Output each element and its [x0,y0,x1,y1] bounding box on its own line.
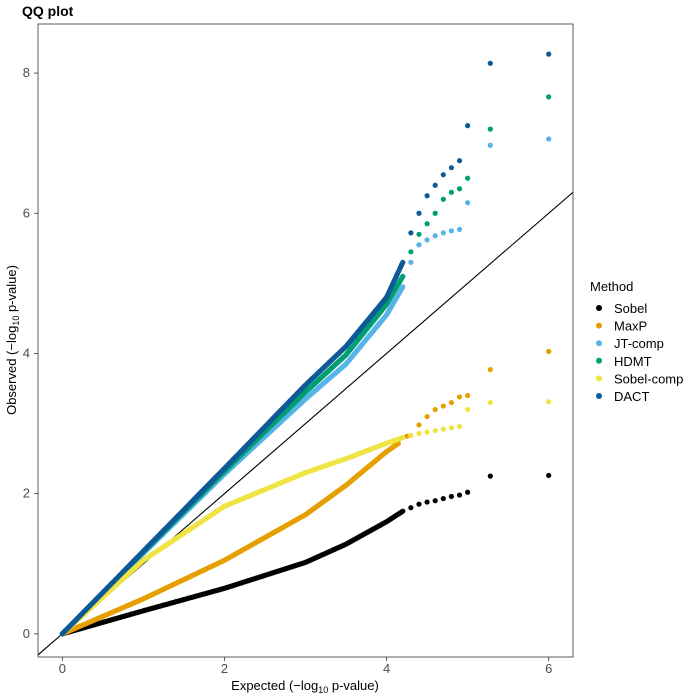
data-point [440,403,446,409]
data-point [448,189,455,195]
legend-swatch [596,305,602,311]
data-point [465,200,471,206]
series-dact [59,51,552,637]
data-point [408,230,414,236]
data-point [546,51,552,57]
legend-label: Sobel [614,301,647,316]
data-point [456,186,463,192]
data-point [424,237,430,243]
data-point [487,126,493,132]
data-point [448,493,455,500]
data-point [416,430,422,436]
data-point [424,429,430,435]
data-point [456,423,463,429]
plot-panel [37,23,574,658]
data-point [432,210,438,216]
data-point [487,60,493,66]
legend-swatch [596,322,602,329]
data-point [440,172,446,178]
legend-swatch [596,393,602,399]
data-point [432,182,438,188]
data-point [546,136,552,142]
x-tick-label: 0 [59,661,66,676]
data-point [487,142,493,148]
data-point [546,399,552,405]
data-point [546,472,552,479]
data-point [424,221,430,227]
axes: 0 2 4 6 0 2 4 6 8 [23,65,553,676]
data-point [546,348,552,354]
x-axis-title: Expected (−log10 p-value) [231,678,379,695]
data-point [404,433,410,439]
data-point [448,399,455,406]
data-point [465,123,471,129]
data-point [416,210,422,216]
y-tick-label: 4 [23,345,30,360]
y-tick-label: 2 [23,486,30,501]
legend-swatch [596,357,602,364]
data-point [432,498,438,504]
data-point [456,226,463,232]
data-point [432,233,438,239]
data-point [465,406,471,413]
legend-label: HDMT [614,354,652,369]
data-point [440,426,446,432]
data-point [416,231,422,237]
chart-title: QQ plot [22,3,74,19]
data-point [465,175,471,181]
legend-swatch [596,340,602,347]
legend-label: DACT [614,389,649,404]
data-point [432,406,438,413]
data-point [424,413,430,420]
x-tick-label: 6 [545,661,552,676]
legend-swatch [596,375,602,382]
data-point [440,196,446,202]
point-cloud [59,259,406,637]
data-point [440,230,446,236]
y-tick-label: 8 [23,65,30,80]
data-point [456,158,463,164]
legend: Method Sobel MaxP JT-comp HDMT Sobel-comp DAC… [590,279,683,404]
data-point [448,425,455,431]
data-point [448,165,455,171]
y-axis-title: Observed (−log10 p-value) [4,265,21,415]
data-point [424,499,430,505]
data-layer [38,51,573,656]
x-tick-label: 2 [221,661,228,676]
legend-label: Sobel-comp [614,371,683,386]
data-point [546,94,552,100]
data-point [432,427,438,434]
data-point [487,366,493,373]
data-point [440,495,446,502]
data-point [465,489,471,495]
legend-label: MaxP [614,319,647,334]
x-tick-label: 4 [383,661,390,676]
data-point [448,228,455,234]
y-tick-label: 6 [23,205,30,220]
data-point [416,422,422,428]
data-point [408,249,414,255]
data-point [487,399,493,406]
data-point [487,473,493,479]
panel-border [37,23,574,658]
y-tick-label: 0 [23,626,30,641]
data-point [408,259,414,265]
data-point [416,242,422,248]
data-point [465,392,471,399]
data-point [416,501,422,507]
data-point [456,394,463,400]
data-point [408,505,414,511]
legend-title: Method [590,279,633,294]
data-point [408,432,414,439]
data-point [456,492,463,498]
data-point [424,193,430,199]
legend-label: JT-comp [614,336,664,351]
